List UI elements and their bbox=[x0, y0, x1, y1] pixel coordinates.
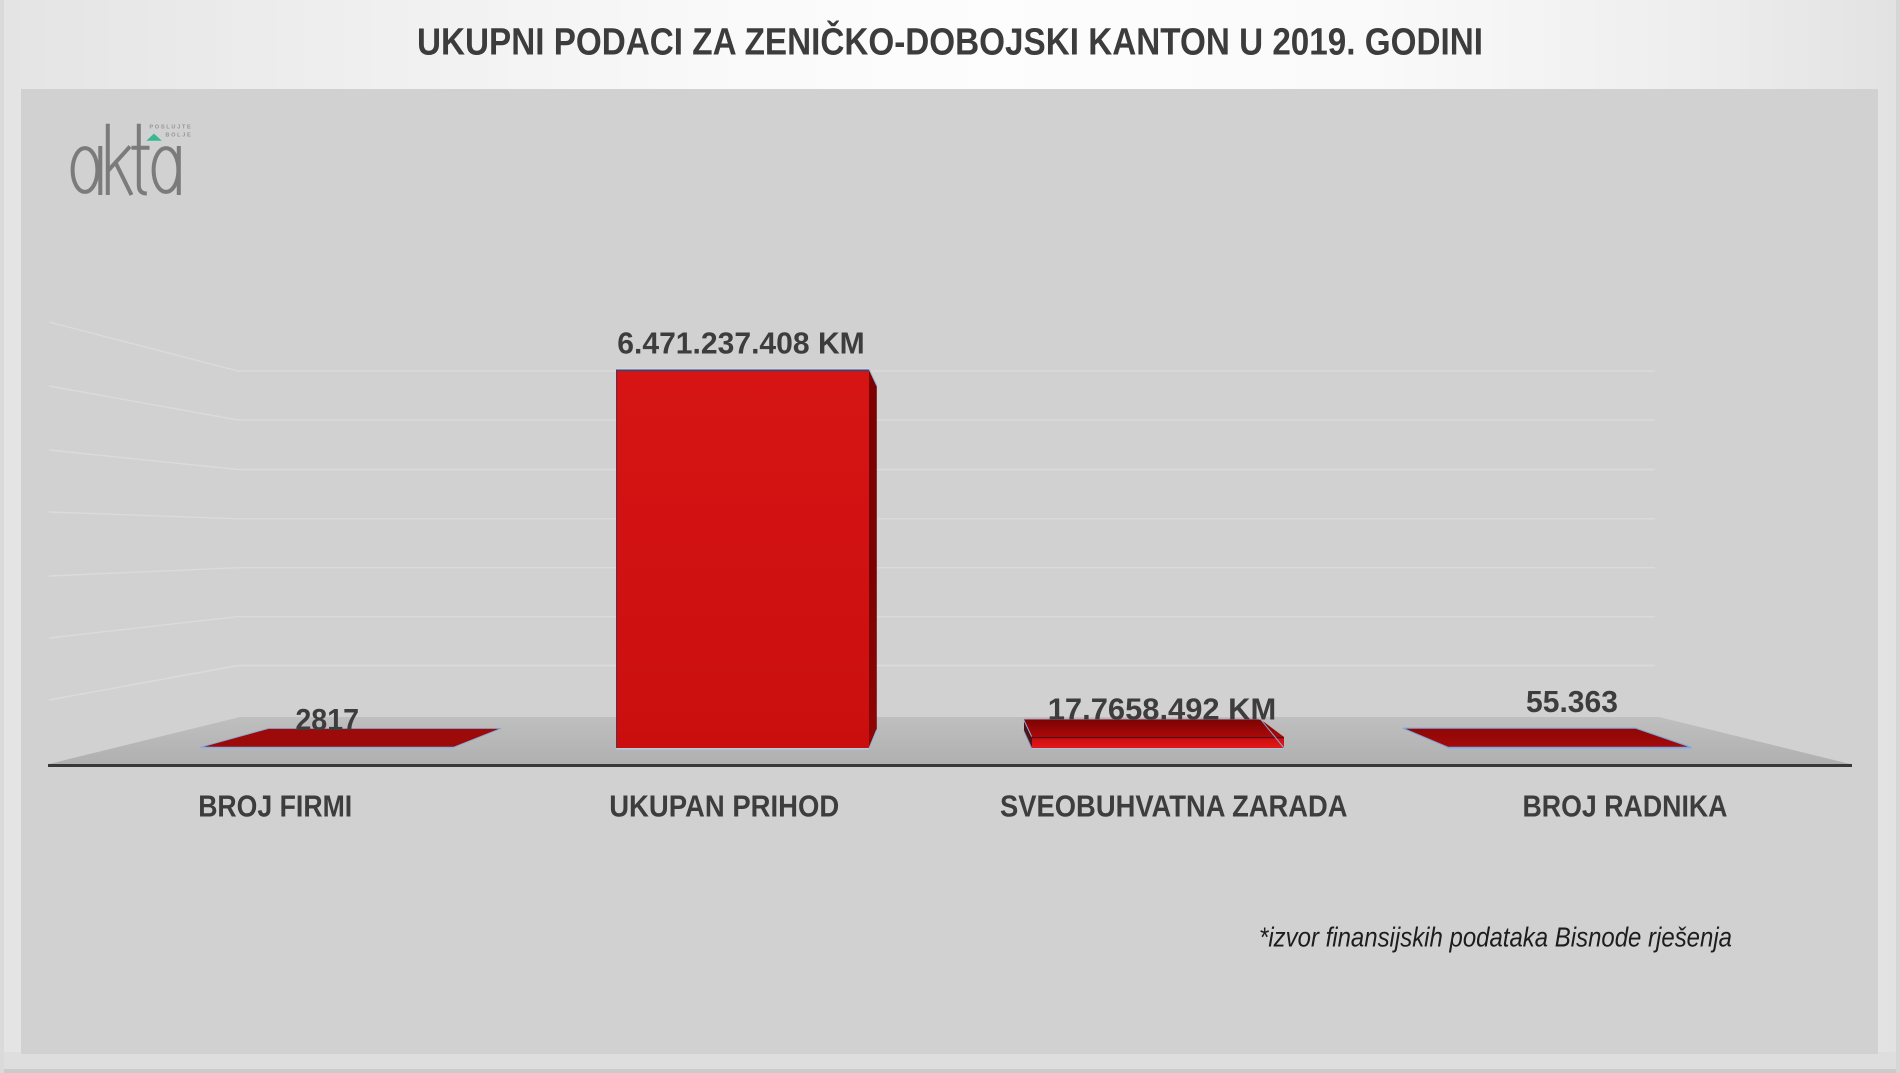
svg-text:POSLUJTE: POSLUJTE bbox=[149, 125, 192, 131]
svg-text:*izvor finansijskih podataka B: *izvor finansijskih podataka Bisnode rje… bbox=[1259, 922, 1732, 953]
svg-text:17.7658.492 KM: 17.7658.492 KM bbox=[1048, 691, 1277, 726]
svg-text:UKUPNI PODACI ZA ZENIČKO-DOBOJ: UKUPNI PODACI ZA ZENIČKO-DOBOJSKI KANTON… bbox=[417, 19, 1483, 64]
svg-text:6.471.237.408 KM: 6.471.237.408 KM bbox=[617, 326, 865, 361]
svg-text:SVEOBUHVATNA ZARADA: SVEOBUHVATNA ZARADA bbox=[1000, 789, 1348, 824]
svg-text:2817: 2817 bbox=[295, 702, 359, 737]
svg-text:BROJ FIRMI: BROJ FIRMI bbox=[198, 789, 352, 824]
svg-text:UKUPAN PRIHOD: UKUPAN PRIHOD bbox=[609, 789, 839, 824]
svg-text:BOLJE: BOLJE bbox=[165, 133, 192, 139]
svg-text:55.363: 55.363 bbox=[1526, 684, 1618, 719]
svg-text:BROJ RADNIKA: BROJ RADNIKA bbox=[1523, 789, 1728, 824]
